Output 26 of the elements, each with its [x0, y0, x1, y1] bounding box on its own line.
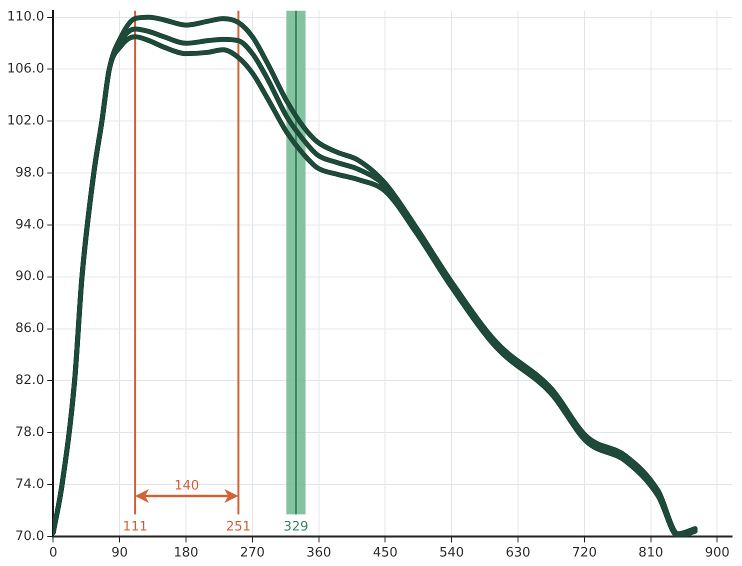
ref-line-label: 111 [122, 519, 148, 534]
y-tick-label: 82.0 [15, 373, 44, 388]
x-tick-label: 810 [638, 546, 664, 561]
y-tick-label: 86.0 [15, 321, 44, 336]
x-tick-label: 630 [506, 546, 530, 561]
ref-line-label: 329 [284, 519, 308, 534]
annotation: 140 [174, 478, 200, 494]
x-tick-label: 90 [111, 546, 128, 561]
y-tick-label: 78.0 [15, 424, 44, 440]
y-tick-label: 74.0 [15, 476, 44, 492]
y-tick-label: 102.0 [7, 113, 44, 128]
x-tick-label: 540 [439, 546, 464, 561]
y-tick-label: 110.0 [7, 10, 44, 25]
x-tick-label: 360 [306, 546, 332, 561]
x-tick-label: 180 [174, 546, 198, 561]
y-tick-label: 106.0 [7, 62, 44, 77]
x-tick-label: 270 [240, 546, 265, 561]
ref-line-label: 251 [226, 519, 251, 534]
x-tick-label: 450 [372, 546, 398, 561]
x-tick-label: 0 [49, 546, 58, 561]
x-tick-label: 720 [572, 546, 597, 561]
y-tick-label: 98.0 [15, 165, 44, 180]
y-tick-label: 94.0 [15, 217, 44, 232]
y-tick-label: 70.0 [15, 528, 44, 544]
x-tick-label: 900 [704, 546, 730, 561]
y-tick-label: 90.0 [15, 269, 44, 284]
